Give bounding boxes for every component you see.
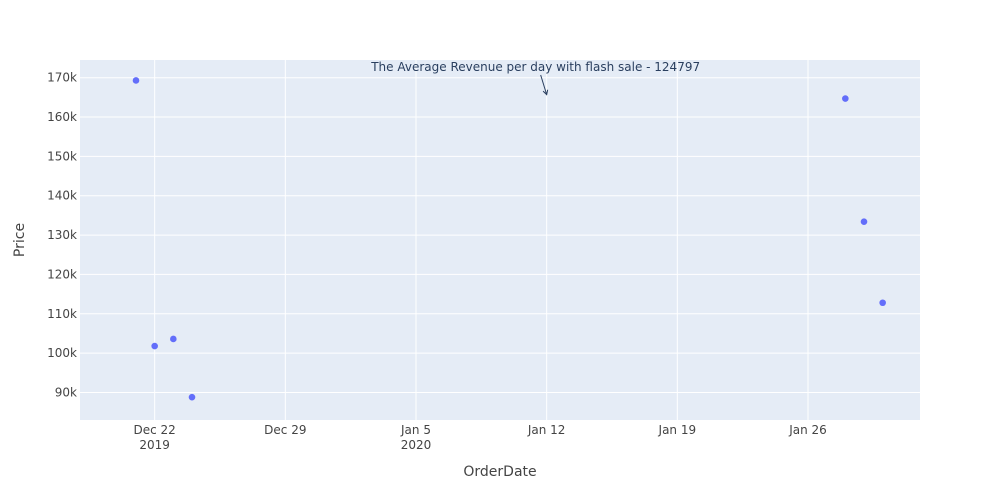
y-tick-label: 150k — [47, 149, 77, 163]
x-tick-label: Jan 26 — [788, 423, 827, 437]
y-tick-label: 140k — [47, 189, 77, 203]
data-point[interactable] — [879, 299, 886, 307]
x-axis-title: OrderDate — [463, 464, 536, 480]
gridlines — [80, 60, 920, 420]
annotations: The Average Revenue per day with flash s… — [370, 60, 700, 96]
x-tick-label: Dec 22 — [134, 423, 176, 437]
x-tick-label: Dec 29 — [264, 423, 306, 437]
y-tick-label: 100k — [47, 346, 77, 360]
y-tick-label: 160k — [47, 110, 77, 124]
x-tick-label: Jan 19 — [658, 423, 697, 437]
y-tick-label: 90k — [55, 385, 77, 399]
x-tick-label: Jan 5 — [400, 423, 431, 437]
data-point[interactable] — [151, 342, 158, 350]
y-tick-label: 110k — [47, 307, 77, 321]
x-tick-year-label: 2019 — [139, 438, 170, 452]
y-tick-label: 130k — [47, 228, 77, 242]
plot-area — [80, 60, 920, 420]
x-tick-year-label: 2020 — [401, 438, 432, 452]
y-tick-label: 120k — [47, 267, 77, 281]
y-axis-title: Price — [12, 223, 28, 257]
data-point[interactable] — [170, 335, 177, 343]
annotation-arrow — [540, 74, 548, 95]
y-axis-ticks: 90k 100k 110k 120k 130k 140k 150k 160k 170k — [47, 71, 77, 400]
data-point[interactable] — [188, 393, 196, 401]
y-tick-label: 170k — [47, 71, 77, 85]
data-point[interactable] — [842, 95, 849, 102]
data-point[interactable] — [132, 77, 140, 84]
annotation-label: The Average Revenue per day with flash s… — [370, 60, 700, 74]
x-tick-label: Jan 12 — [527, 423, 566, 437]
annotation-arrowhead — [542, 89, 549, 96]
data-point[interactable] — [860, 218, 868, 226]
data-points — [132, 77, 886, 401]
